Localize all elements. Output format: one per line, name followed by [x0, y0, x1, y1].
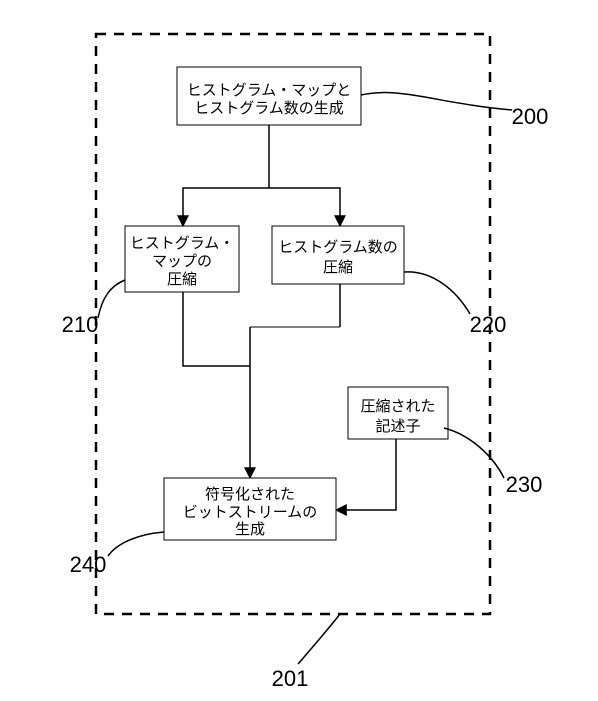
- edges-layer: [183, 125, 396, 510]
- lead-l201: [298, 614, 340, 664]
- lead-l220: [404, 272, 470, 314]
- node-label-compress_map-line0: ヒストグラム・: [130, 235, 235, 252]
- lead-l210: [98, 280, 125, 318]
- node-compressed_desc: 圧縮された記述子: [348, 387, 448, 439]
- node-label-encoded_bitstream-line2: 生成: [235, 521, 265, 538]
- edge-split-to-cnt: [269, 188, 340, 226]
- node-label-gen_map_count-line1: ヒストグラム数の生成: [194, 100, 344, 117]
- node-label-compressed_desc-line0: 圧縮された: [360, 398, 435, 415]
- edge-desc-to-enc: [336, 439, 396, 510]
- ref-r200: 200: [512, 104, 549, 129]
- edge-map-to-join: [183, 292, 250, 366]
- lead-l240: [108, 532, 164, 556]
- node-label-encoded_bitstream-line1: ビットストリームの: [183, 504, 318, 521]
- node-label-compress_count-line1: 圧縮: [323, 259, 353, 276]
- node-label-gen_map_count-line0: ヒストグラム・マップと: [187, 82, 352, 99]
- node-compress_count: ヒストグラム数の圧縮: [272, 226, 404, 284]
- node-label-compressed_desc-line1: 記述子: [375, 418, 420, 435]
- ref-r220: 220: [470, 312, 507, 337]
- node-label-compress_map-line2: 圧縮: [167, 271, 197, 288]
- ref-r201: 201: [272, 666, 309, 691]
- node-label-compress_map-line1: マップの: [152, 253, 212, 270]
- ref-r210: 210: [62, 312, 99, 337]
- lead-lines-layer: [98, 93, 512, 664]
- node-label-encoded_bitstream-line0: 符号化された: [205, 486, 295, 503]
- node-label-compress_count-line0: ヒストグラム数の: [278, 239, 398, 256]
- nodes-layer: ヒストグラム・マップとヒストグラム数の生成ヒストグラム・マップの圧縮ヒストグラム…: [125, 67, 448, 540]
- lead-l230: [444, 428, 504, 478]
- node-encoded_bitstream: 符号化されたビットストリームの生成: [164, 478, 336, 540]
- ref-r240: 240: [70, 552, 107, 577]
- node-compress_map: ヒストグラム・マップの圧縮: [125, 226, 239, 292]
- reference-numbers-layer: 200 210 220 230 240 201: [62, 104, 549, 691]
- ref-r230: 230: [506, 472, 543, 497]
- edge-split-to-map: [183, 188, 269, 226]
- node-gen_map_count: ヒストグラム・マップとヒストグラム数の生成: [177, 67, 361, 125]
